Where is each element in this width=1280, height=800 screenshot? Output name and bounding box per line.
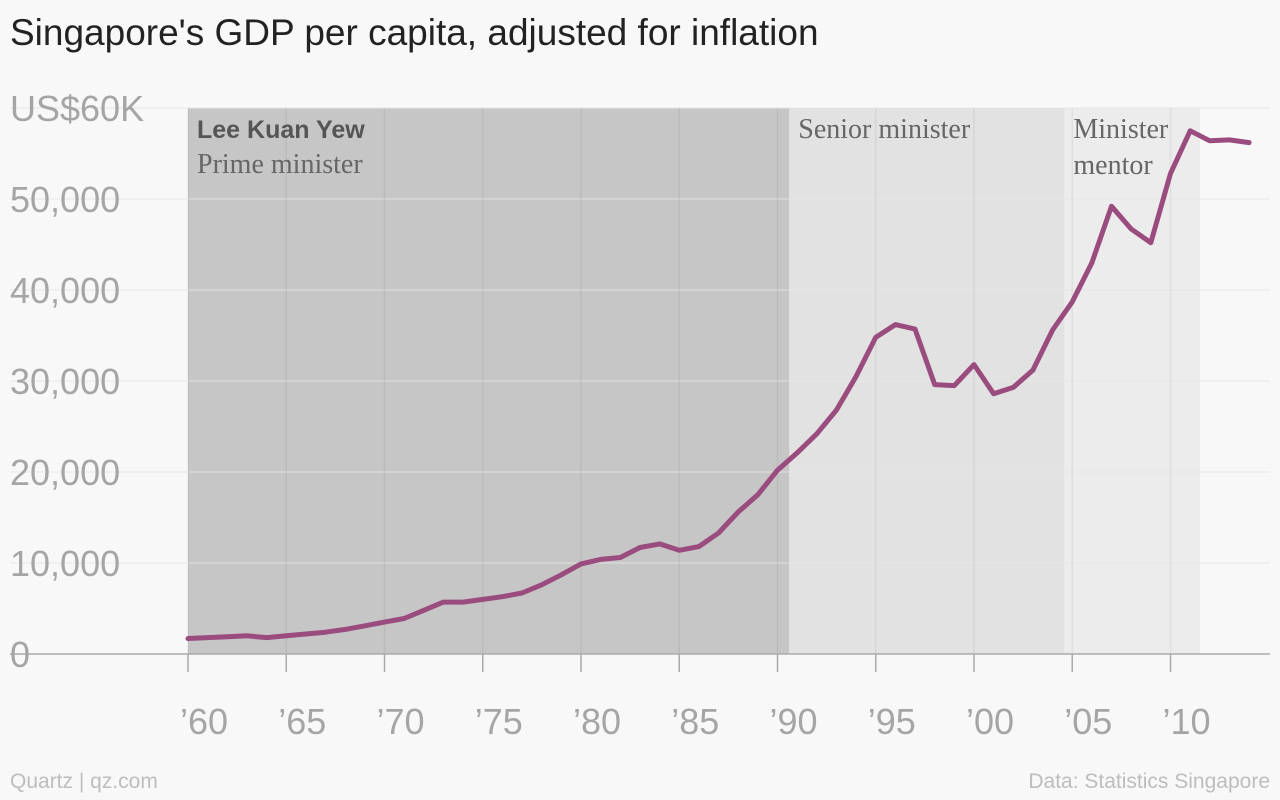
x-tick-label-1: ’65 xyxy=(278,701,326,742)
x-tick-label-9: ’05 xyxy=(1064,701,1112,742)
data-point-1989 xyxy=(755,492,761,498)
data-point-1975 xyxy=(480,597,486,602)
x-tick-label-0: ’60 xyxy=(180,701,228,742)
data-point-1963 xyxy=(244,633,250,639)
y-tick-label-5: 50,000 xyxy=(10,179,120,220)
era-band-label-0-0: Prime minister xyxy=(197,149,363,180)
data-point-1973 xyxy=(441,599,446,605)
data-point-1982 xyxy=(618,555,623,560)
data-point-1962 xyxy=(225,634,230,640)
data-point-1976 xyxy=(500,594,505,599)
data-point-2010 xyxy=(1168,171,1173,176)
data-point-1979 xyxy=(559,572,564,578)
era-band-label-2-0: Minister xyxy=(1073,114,1169,145)
data-point-1974 xyxy=(460,599,466,605)
data-point-2001 xyxy=(991,391,996,397)
data-point-2005 xyxy=(1069,299,1075,305)
data-point-1971 xyxy=(401,616,407,621)
data-point-1964 xyxy=(264,635,269,640)
data-point-1988 xyxy=(735,509,741,515)
data-point-1991 xyxy=(794,450,800,456)
data-point-2002 xyxy=(1011,385,1016,390)
footer-source: Data: Statistics Singapore xyxy=(1028,770,1270,793)
x-tick-label-4: ’80 xyxy=(573,701,621,742)
data-point-2009 xyxy=(1148,240,1154,245)
era-band-name-0: Lee Kuan Yew xyxy=(197,116,365,144)
data-point-1967 xyxy=(323,629,328,635)
x-tick-label-2: ’70 xyxy=(377,701,425,742)
data-point-1968 xyxy=(342,627,348,632)
data-point-1996 xyxy=(893,322,898,327)
x-tick-label-6: ’90 xyxy=(770,701,818,742)
data-point-1978 xyxy=(539,582,544,588)
y-tick-label-2: 20,000 xyxy=(10,452,120,493)
data-point-2014 xyxy=(1246,140,1252,145)
x-tick-label-3: ’75 xyxy=(475,701,523,742)
data-point-1992 xyxy=(814,431,820,437)
data-point-1961 xyxy=(205,635,210,640)
data-point-1986 xyxy=(696,544,702,549)
data-point-2006 xyxy=(1089,260,1095,266)
data-point-2012 xyxy=(1207,138,1213,144)
x-tick-label-8: ’00 xyxy=(966,701,1014,742)
data-point-2004 xyxy=(1050,327,1055,333)
data-point-1966 xyxy=(303,631,309,637)
data-point-2013 xyxy=(1227,137,1232,143)
data-point-1990 xyxy=(775,467,780,473)
y-tick-label-1: 10,000 xyxy=(10,543,120,584)
data-point-1981 xyxy=(598,557,603,562)
data-point-1995 xyxy=(873,335,879,340)
y-tick-label-4: 40,000 xyxy=(10,270,120,311)
y-tick-label-3: 30,000 xyxy=(10,361,120,402)
data-point-1999 xyxy=(952,383,957,388)
y-tick-label-0: 0 xyxy=(10,634,30,675)
x-tick-label-10: ’10 xyxy=(1163,701,1211,742)
data-point-2011 xyxy=(1187,128,1193,134)
data-point-1965 xyxy=(283,633,289,639)
era-band-label-1-0: Senior minister xyxy=(798,114,971,145)
data-point-2003 xyxy=(1030,367,1036,373)
data-point-1993 xyxy=(834,407,839,413)
data-point-1972 xyxy=(421,608,427,613)
y-tick-label-6: US$60K xyxy=(10,88,144,129)
footer-credit: Quartz | qz.com xyxy=(10,770,158,793)
data-point-1998 xyxy=(932,382,937,387)
data-point-1994 xyxy=(853,374,859,379)
data-point-1980 xyxy=(578,561,584,567)
era-band-label-2-1: mentor xyxy=(1073,150,1153,181)
data-point-2000 xyxy=(971,362,977,367)
data-point-1970 xyxy=(382,619,387,625)
x-tick-label-7: ’95 xyxy=(868,701,916,742)
data-point-2008 xyxy=(1128,226,1134,232)
data-point-1984 xyxy=(657,541,662,547)
data-point-1983 xyxy=(637,545,643,550)
data-point-1969 xyxy=(362,623,368,629)
data-point-1987 xyxy=(716,530,721,536)
x-tick-label-5: ’85 xyxy=(671,701,719,742)
chart-title: Singapore's GDP per capita, adjusted for… xyxy=(10,12,819,53)
data-point-1977 xyxy=(519,590,525,596)
data-point-1960 xyxy=(185,636,191,641)
data-point-1985 xyxy=(676,547,682,553)
data-point-2007 xyxy=(1109,203,1114,209)
data-point-1997 xyxy=(912,326,918,332)
